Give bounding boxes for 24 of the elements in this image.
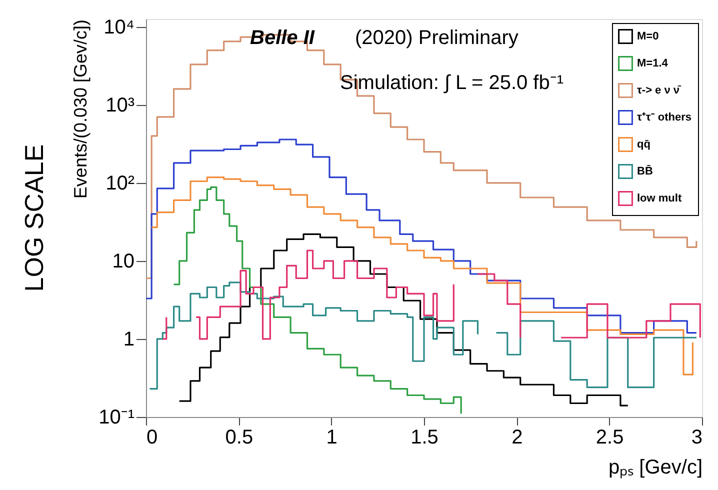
legend-label: τ⁺τ⁻ others: [637, 112, 692, 124]
legend-label: M=0: [637, 30, 659, 42]
legend-label: qq̄: [637, 138, 650, 150]
x-tick-label: 0.5: [225, 426, 254, 448]
y-axis-title: Events/(0.030 [Gev/c]): [70, 20, 91, 199]
y-tick-label: 10⁻¹: [98, 406, 135, 428]
y-tick-label: 10³: [106, 94, 135, 116]
x-tick-label: 3: [691, 426, 702, 448]
y-tick-label: 10: [112, 250, 134, 272]
x-tick-label: 1.5: [410, 426, 438, 448]
x-tick-label: 2.5: [596, 426, 624, 448]
annotation: (2020) Preliminary: [355, 27, 518, 49]
x-tick-label: 1: [326, 426, 338, 448]
legend-label: low mult: [637, 192, 682, 204]
text: LOG SCALE: [19, 144, 49, 292]
x-tick-label: 0: [146, 426, 158, 448]
legend-label: M=1.4: [637, 58, 669, 70]
legend-label: BB̄: [637, 165, 653, 178]
legend-label: τ-> e ν ν̄: [637, 84, 682, 96]
x-axis-title: pₚₛ [Gev/c]: [608, 456, 702, 478]
y-tick-label: 10²: [106, 172, 135, 194]
y-tick-label: 1: [123, 328, 134, 350]
x-tick-label: 2: [512, 426, 523, 448]
y-tick-label: 10⁴: [104, 16, 134, 38]
